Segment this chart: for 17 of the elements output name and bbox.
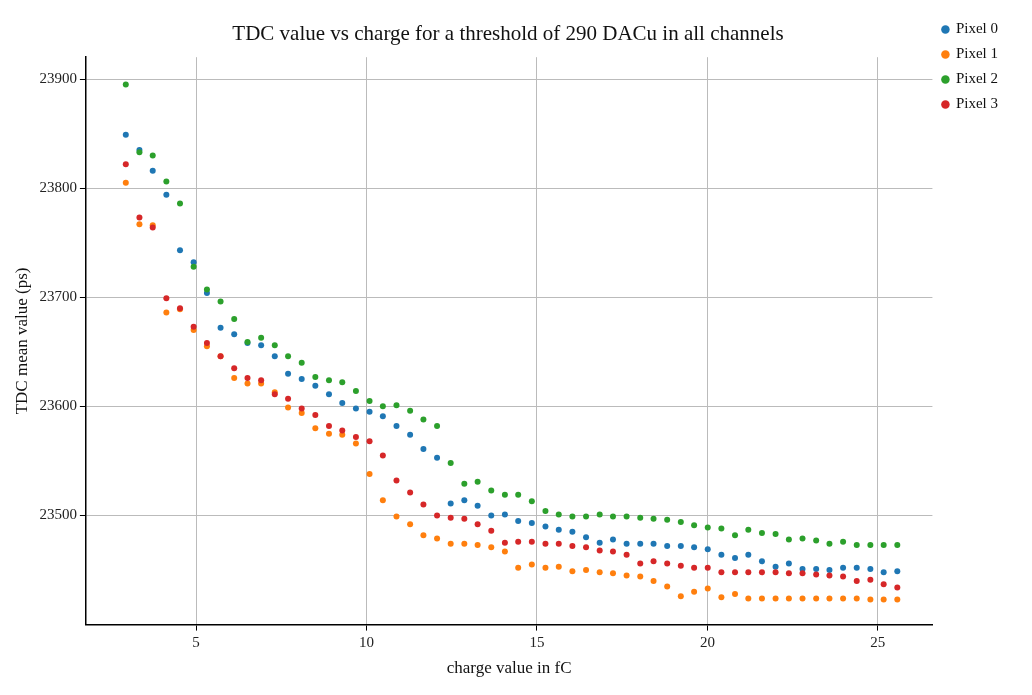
- legend-label: Pixel 2: [955, 70, 999, 87]
- x-axis-title: charge value in fC: [446, 658, 572, 678]
- y-tick-label: 23800: [39, 179, 77, 196]
- x-tick-label: 25: [870, 633, 886, 650]
- y-tick-label: 23500: [39, 506, 77, 523]
- x-tick-label: 15: [529, 633, 545, 650]
- x-tick-label: 10: [358, 633, 374, 650]
- y-axis-title: TDC mean value (ps): [11, 267, 31, 415]
- chart-title: TDC value vs charge for a threshold of 290 DACu in all channels: [232, 21, 784, 46]
- y-tick-label: 23600: [39, 397, 77, 414]
- y-tick-label: 23900: [39, 69, 77, 86]
- legend-label: Pixel 1: [955, 45, 999, 62]
- legend-label: Pixel 0: [955, 20, 999, 37]
- y-tick-label: 23700: [39, 288, 77, 305]
- legend-label: Pixel 3: [955, 95, 999, 112]
- x-tick-label: 20: [699, 633, 715, 650]
- x-tick-label: 5: [192, 633, 200, 650]
